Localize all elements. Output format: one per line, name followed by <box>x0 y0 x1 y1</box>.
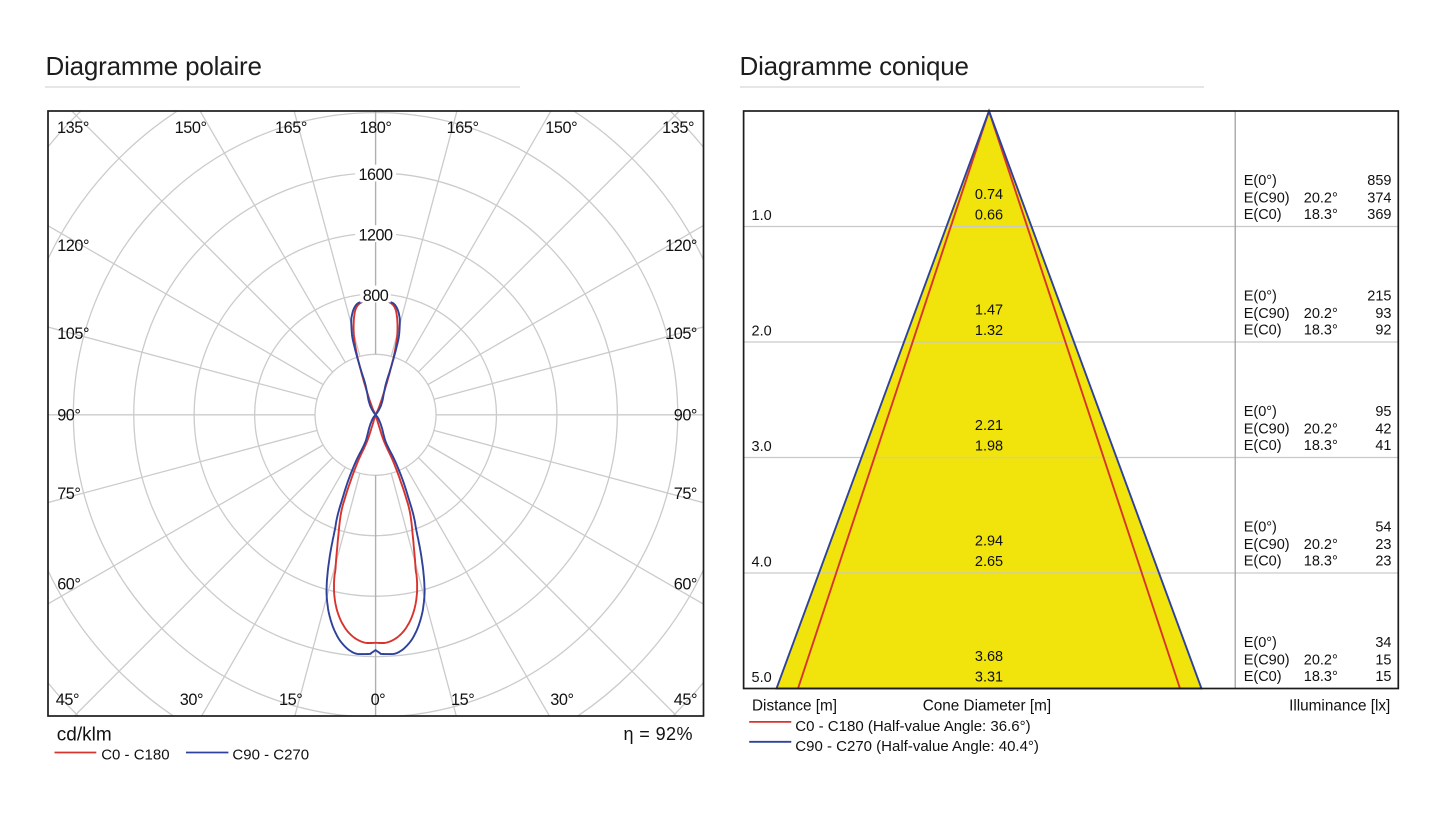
svg-text:C90 - C270 (Half-value Angle:: C90 - C270 (Half-value Angle: 40.4°) <box>795 738 1039 755</box>
svg-text:75°: 75° <box>57 485 80 503</box>
svg-text:1.0: 1.0 <box>752 208 772 224</box>
svg-text:15: 15 <box>1375 669 1391 685</box>
svg-text:Diagramme conique: Diagramme conique <box>740 51 969 81</box>
svg-text:E(0°): E(0°) <box>1244 635 1277 651</box>
svg-text:45°: 45° <box>674 691 697 709</box>
svg-text:150°: 150° <box>545 119 577 137</box>
svg-text:18.3°: 18.3° <box>1304 669 1338 685</box>
svg-text:45°: 45° <box>56 691 79 709</box>
svg-text:374: 374 <box>1367 190 1391 206</box>
svg-text:20.2°: 20.2° <box>1304 306 1338 322</box>
svg-text:20.2°: 20.2° <box>1304 652 1338 668</box>
svg-text:E(0°): E(0°) <box>1244 173 1277 189</box>
svg-text:165°: 165° <box>275 119 307 137</box>
svg-text:41: 41 <box>1375 438 1391 454</box>
svg-text:2.65: 2.65 <box>975 554 1003 570</box>
svg-text:1200: 1200 <box>359 227 394 245</box>
svg-text:92: 92 <box>1375 323 1391 339</box>
svg-text:cd/klm: cd/klm <box>57 725 112 746</box>
svg-text:5.0: 5.0 <box>752 670 772 686</box>
svg-text:E(0°): E(0°) <box>1244 288 1277 304</box>
svg-text:1.47: 1.47 <box>975 303 1003 319</box>
svg-text:E(C0): E(C0) <box>1244 669 1282 685</box>
svg-text:E(C0): E(C0) <box>1244 554 1282 570</box>
svg-text:C90 - C270: C90 - C270 <box>232 747 309 764</box>
svg-text:0.74: 0.74 <box>975 187 1003 203</box>
svg-text:2.0: 2.0 <box>752 323 772 339</box>
svg-text:34: 34 <box>1375 635 1391 651</box>
svg-text:Cone Diameter [m]: Cone Diameter [m] <box>923 697 1051 714</box>
svg-text:η = 92%: η = 92% <box>624 724 693 744</box>
svg-text:E(C0): E(C0) <box>1244 323 1282 339</box>
svg-text:93: 93 <box>1375 306 1391 322</box>
svg-text:1600: 1600 <box>359 166 394 184</box>
svg-text:18.3°: 18.3° <box>1304 207 1338 223</box>
svg-text:15: 15 <box>1375 652 1391 668</box>
svg-text:60°: 60° <box>674 576 697 594</box>
svg-text:E(C90): E(C90) <box>1244 306 1290 322</box>
svg-text:15°: 15° <box>451 691 474 709</box>
svg-text:C0 - C180 (Half-value Angle: 3: C0 - C180 (Half-value Angle: 36.6°) <box>795 718 1030 735</box>
svg-text:800: 800 <box>363 287 389 305</box>
svg-text:2.21: 2.21 <box>975 418 1003 434</box>
svg-text:23: 23 <box>1375 554 1391 570</box>
svg-text:135°: 135° <box>662 119 694 137</box>
svg-text:95: 95 <box>1375 404 1391 420</box>
svg-text:90°: 90° <box>674 406 697 424</box>
svg-text:54: 54 <box>1375 519 1391 535</box>
svg-text:E(C90): E(C90) <box>1244 190 1290 206</box>
svg-text:18.3°: 18.3° <box>1304 323 1338 339</box>
svg-text:859: 859 <box>1367 173 1391 189</box>
svg-text:E(0°): E(0°) <box>1244 519 1277 535</box>
svg-text:150°: 150° <box>175 119 207 137</box>
svg-text:105°: 105° <box>665 325 697 343</box>
svg-text:Distance [m]: Distance [m] <box>752 697 837 714</box>
svg-text:E(0°): E(0°) <box>1244 404 1277 420</box>
svg-text:15°: 15° <box>279 691 302 709</box>
svg-text:E(C90): E(C90) <box>1244 652 1290 668</box>
svg-text:18.3°: 18.3° <box>1304 554 1338 570</box>
svg-text:E(C90): E(C90) <box>1244 537 1290 553</box>
svg-text:3.0: 3.0 <box>752 439 772 455</box>
svg-text:E(C0): E(C0) <box>1244 438 1282 454</box>
svg-text:369: 369 <box>1367 207 1391 223</box>
svg-text:1.32: 1.32 <box>975 323 1003 339</box>
svg-text:20.2°: 20.2° <box>1304 421 1338 437</box>
svg-text:1.98: 1.98 <box>975 439 1003 455</box>
svg-text:23: 23 <box>1375 537 1391 553</box>
svg-text:3.68: 3.68 <box>975 649 1003 665</box>
svg-text:2.94: 2.94 <box>975 534 1003 550</box>
svg-text:60°: 60° <box>57 576 80 594</box>
svg-text:90°: 90° <box>57 406 80 424</box>
svg-text:Illuminance [lx]: Illuminance [lx] <box>1289 697 1390 714</box>
svg-text:120°: 120° <box>57 237 89 255</box>
svg-text:30°: 30° <box>550 691 573 709</box>
svg-text:120°: 120° <box>665 237 697 255</box>
svg-text:C0 - C180: C0 - C180 <box>101 747 169 764</box>
svg-text:4.0: 4.0 <box>752 554 772 570</box>
svg-text:215: 215 <box>1367 288 1391 304</box>
svg-text:75°: 75° <box>674 485 697 503</box>
svg-text:135°: 135° <box>57 119 89 137</box>
svg-text:20.2°: 20.2° <box>1304 537 1338 553</box>
svg-text:20.2°: 20.2° <box>1304 190 1338 206</box>
svg-text:18.3°: 18.3° <box>1304 438 1338 454</box>
svg-text:0°: 0° <box>371 691 386 709</box>
svg-text:Diagramme polaire: Diagramme polaire <box>46 51 262 81</box>
svg-text:3.31: 3.31 <box>975 670 1003 686</box>
svg-text:E(C90): E(C90) <box>1244 421 1290 437</box>
svg-text:E(C0): E(C0) <box>1244 207 1282 223</box>
svg-text:105°: 105° <box>57 325 89 343</box>
svg-text:165°: 165° <box>447 119 479 137</box>
svg-text:30°: 30° <box>180 691 203 709</box>
svg-text:180°: 180° <box>360 119 392 137</box>
svg-text:0.66: 0.66 <box>975 208 1003 224</box>
svg-text:42: 42 <box>1375 421 1391 437</box>
